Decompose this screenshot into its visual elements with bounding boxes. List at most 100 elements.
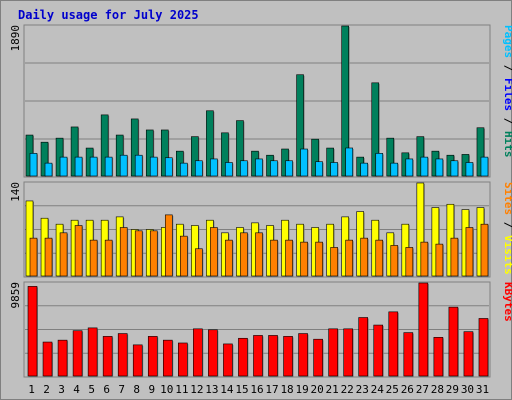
kbytes-bar: [208, 329, 218, 377]
sites-bar: [119, 227, 128, 277]
hits-bar: [145, 129, 154, 177]
day-label: 26: [401, 383, 414, 396]
hits-bar: [160, 129, 169, 177]
legend-sep: /: [502, 111, 512, 131]
legend-files: Files: [502, 78, 512, 111]
day-label: 25: [386, 383, 399, 396]
kbytes-bar: [433, 337, 444, 377]
legend-mid: Sites / Visits: [502, 182, 512, 275]
sites-bar: [405, 247, 414, 277]
pages-bar: [360, 162, 369, 177]
kbytes-bar: [478, 318, 489, 377]
pages-bar: [345, 147, 353, 177]
legend-top: Pages / Files / Hits: [502, 25, 512, 158]
day-label: 31: [476, 383, 489, 396]
sites-bar: [59, 232, 68, 277]
hits-bar: [236, 120, 244, 177]
day-label: 16: [250, 383, 263, 396]
pages-bar: [240, 160, 248, 177]
sites-bar: [465, 227, 474, 277]
kbytes-bar: [42, 341, 53, 377]
kbytes-bar: [343, 328, 353, 377]
sites-bar: [390, 245, 399, 277]
kbytes-bar: [463, 331, 474, 377]
hits-bar: [311, 138, 319, 177]
sites-bar: [435, 243, 444, 277]
kbytes-bar: [72, 330, 83, 377]
kbytes-bar: [268, 335, 278, 377]
day-label: 2: [43, 383, 50, 396]
legend-kbytes: KBytes: [502, 282, 512, 322]
sites-bar: [330, 247, 338, 277]
day-label: 1: [28, 383, 35, 396]
pages-bar: [375, 153, 384, 177]
day-label: 21: [326, 383, 339, 396]
pages-bar: [420, 156, 429, 177]
sites-bar: [210, 227, 218, 277]
pages-bar: [450, 160, 459, 177]
pages-bar: [134, 154, 143, 177]
kbytes-bar: [132, 344, 143, 377]
pages-bar: [44, 162, 53, 177]
kbytes-bar: [388, 311, 399, 377]
pages-bar: [149, 156, 158, 177]
chart-title: Daily usage for July 2025: [18, 8, 199, 22]
hits-bar: [221, 132, 229, 177]
day-label: 22: [341, 383, 354, 396]
hits-bar: [476, 127, 485, 177]
sites-bar: [29, 237, 38, 277]
sites-bar: [450, 237, 459, 277]
kbytes-bar: [283, 336, 293, 377]
sites-bar: [300, 241, 308, 277]
kbytes-bar: [147, 336, 158, 377]
hits-axis-max: 1890: [9, 25, 22, 52]
visits-bar: [431, 207, 440, 277]
kbytes-bar: [162, 339, 173, 377]
sites-bar: [420, 241, 429, 277]
kbytes-bar: [178, 342, 188, 377]
kbytes-bar: [373, 324, 384, 377]
day-label: 12: [190, 383, 203, 396]
hits-bar: [40, 141, 49, 177]
kbytes-bar: [102, 336, 113, 377]
day-label: 24: [371, 383, 385, 396]
day-label: 9: [148, 383, 155, 396]
pages-bar: [285, 160, 293, 177]
sites-bar: [149, 230, 158, 277]
day-label: 10: [160, 383, 173, 396]
kbytes-bar: [298, 333, 308, 377]
hits-bar: [100, 114, 109, 177]
sites-bar: [44, 237, 53, 277]
hits-bar: [70, 126, 79, 177]
kbytes-bar: [223, 343, 233, 377]
sites-bar: [255, 232, 263, 277]
pages-bar: [225, 162, 233, 177]
pages-bar: [210, 158, 218, 177]
pages-bar: [164, 157, 173, 177]
day-label: 4: [73, 383, 80, 396]
hits-bar: [416, 136, 425, 177]
kbytes-bar: [418, 282, 429, 377]
pages-bar: [390, 162, 399, 177]
kbytes-bar: [193, 328, 203, 377]
sites-bar: [225, 239, 233, 277]
sites-bar: [240, 232, 248, 277]
kbytes-bar: [328, 328, 338, 377]
sites-bar: [104, 239, 113, 277]
sites-bar: [180, 235, 188, 277]
day-label: 19: [295, 383, 308, 396]
day-label: 6: [103, 383, 110, 396]
pages-bar: [195, 160, 203, 177]
pages-bar: [270, 160, 278, 177]
sites-bar: [89, 239, 98, 277]
day-label: 3: [58, 383, 65, 396]
kbytes-axis-max: 9859: [9, 282, 22, 309]
pages-bar: [405, 158, 414, 177]
sites-bar: [375, 239, 384, 277]
pages-bar: [480, 156, 489, 177]
kbytes-bar: [448, 306, 459, 377]
legend-visits: Visits: [502, 235, 512, 275]
legend-sites: Sites: [502, 182, 512, 215]
pages-bar: [74, 156, 83, 177]
